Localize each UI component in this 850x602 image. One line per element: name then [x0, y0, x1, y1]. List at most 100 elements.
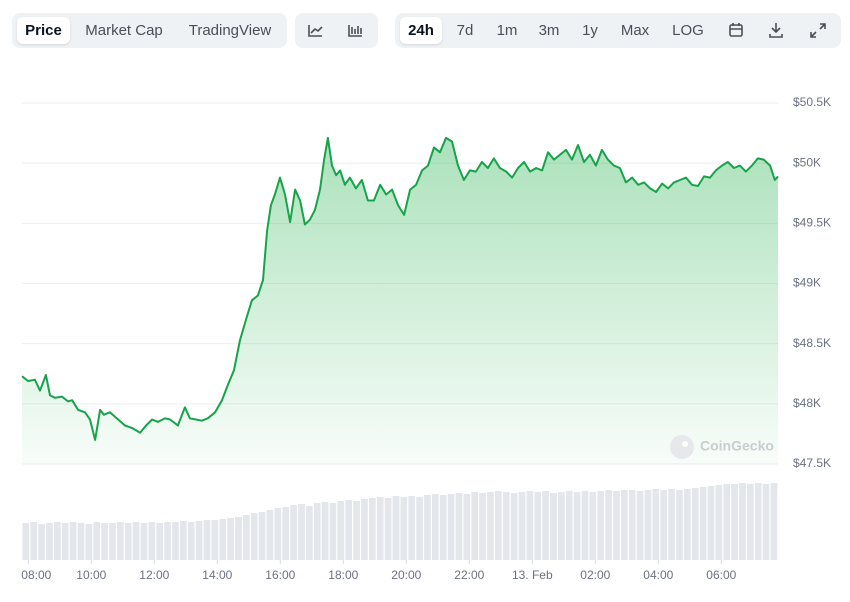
tab[interactable]: Price — [17, 17, 70, 44]
volume-bar — [243, 515, 250, 560]
volume-bar — [227, 518, 234, 560]
volume-bar — [148, 522, 156, 560]
volume-bar — [550, 493, 557, 560]
volume-bar — [361, 499, 368, 560]
volume-bar — [258, 512, 266, 560]
y-tick-label: $49K — [793, 276, 821, 290]
volume-bar — [447, 494, 455, 560]
volume-bar — [132, 522, 140, 560]
tab[interactable]: Market Cap — [85, 22, 163, 39]
volume-bar — [621, 490, 628, 560]
volume-bar — [203, 520, 211, 560]
volume-bar — [699, 487, 707, 560]
volume-bar — [581, 491, 589, 560]
volume-bar — [684, 489, 691, 560]
volume-bar — [636, 491, 644, 560]
volume-bar — [61, 523, 69, 560]
line-icon[interactable] — [300, 17, 330, 44]
tab[interactable]: 1y — [582, 22, 598, 39]
volume-bar — [495, 491, 502, 560]
volume-bar — [250, 513, 258, 560]
volume-bar — [54, 522, 61, 560]
x-tick-label: 22:00 — [454, 568, 484, 582]
volume-bar — [329, 503, 337, 560]
x-tick-label: 13. Feb — [512, 568, 553, 582]
volume-bar — [597, 491, 605, 560]
tab[interactable]: 24h — [400, 17, 442, 44]
volume-bar — [298, 504, 305, 560]
fullscreen-icon[interactable] — [803, 17, 833, 44]
volume-bar — [432, 494, 439, 560]
x-tick-label: 06:00 — [706, 568, 736, 582]
volume-bar — [510, 493, 518, 560]
x-tick-label: 12:00 — [139, 568, 169, 582]
volume-bar — [140, 523, 148, 560]
view-tabs: Price Market Cap TradingView — [12, 13, 287, 48]
x-tick-label: 04:00 — [643, 568, 673, 582]
watermark: CoinGecko — [670, 435, 774, 459]
tab[interactable]: 1m — [496, 22, 518, 39]
volume-bar — [558, 492, 565, 560]
volume-bar — [93, 522, 101, 560]
volume-bar — [762, 484, 770, 560]
volume-bar — [211, 520, 219, 560]
watermark-text: CoinGecko — [700, 438, 774, 454]
tab[interactable]: TradingView — [188, 22, 272, 39]
volume-bar — [605, 490, 612, 560]
candle-icon[interactable] — [340, 17, 370, 44]
volume-bar — [416, 497, 423, 560]
volume-bar — [565, 491, 573, 560]
y-tick-label: $50K — [793, 155, 821, 169]
volume-bar — [172, 522, 179, 560]
volume-bar — [124, 523, 132, 560]
tab[interactable]: 3m — [538, 22, 560, 39]
volume-bar — [723, 484, 731, 560]
volume-bar — [455, 493, 463, 560]
line — [21, 136, 779, 441]
volume-bar — [69, 522, 77, 560]
tab[interactable]: 7d — [456, 22, 474, 39]
volume-bar — [628, 490, 636, 560]
y-tick-label: $47.5K — [793, 456, 831, 470]
x-tick-label: 08:00 — [21, 568, 51, 582]
volume-bar — [754, 483, 762, 560]
volume-bar — [306, 506, 313, 560]
volume-bar — [518, 492, 526, 560]
y-tick-label: $50.5K — [793, 95, 831, 109]
calendar-icon[interactable] — [721, 17, 751, 44]
volume-bar — [471, 492, 479, 560]
volume-bar — [337, 501, 345, 560]
volume-bar — [526, 491, 534, 560]
tab[interactable]: Max — [620, 22, 650, 39]
area — [22, 137, 778, 464]
y-tick-label: $48K — [793, 396, 821, 410]
chart-type-tabs — [295, 13, 378, 48]
volume-bar — [589, 492, 597, 560]
volume-bar — [739, 483, 746, 560]
volume-bar — [747, 484, 754, 560]
volume-bar — [266, 510, 274, 560]
volume-bar — [644, 490, 652, 560]
volume-bar — [376, 497, 384, 560]
volume-bar — [187, 522, 195, 560]
volume-bar — [463, 494, 471, 560]
volume-bar — [313, 503, 321, 560]
volume-bar — [282, 507, 290, 560]
y-tick-label: $49.5K — [793, 216, 831, 230]
volume-bar — [668, 489, 675, 560]
volume-bar — [542, 491, 549, 560]
volume-bar — [424, 495, 431, 560]
volume-bar — [707, 486, 715, 560]
x-tick-label: 20:00 — [391, 568, 421, 582]
download-icon[interactable] — [761, 17, 791, 44]
range-tabs: 24h 7d 1m 3m 1y Max LOG — [395, 13, 841, 48]
volume-bar — [321, 502, 329, 560]
volume-bar — [101, 523, 108, 560]
volume-bar — [117, 522, 124, 560]
tab[interactable]: LOG — [672, 22, 704, 39]
volume-bar — [660, 490, 668, 560]
volume-bar — [408, 496, 416, 560]
volume-bar — [290, 505, 297, 560]
volume-bar — [164, 522, 171, 560]
